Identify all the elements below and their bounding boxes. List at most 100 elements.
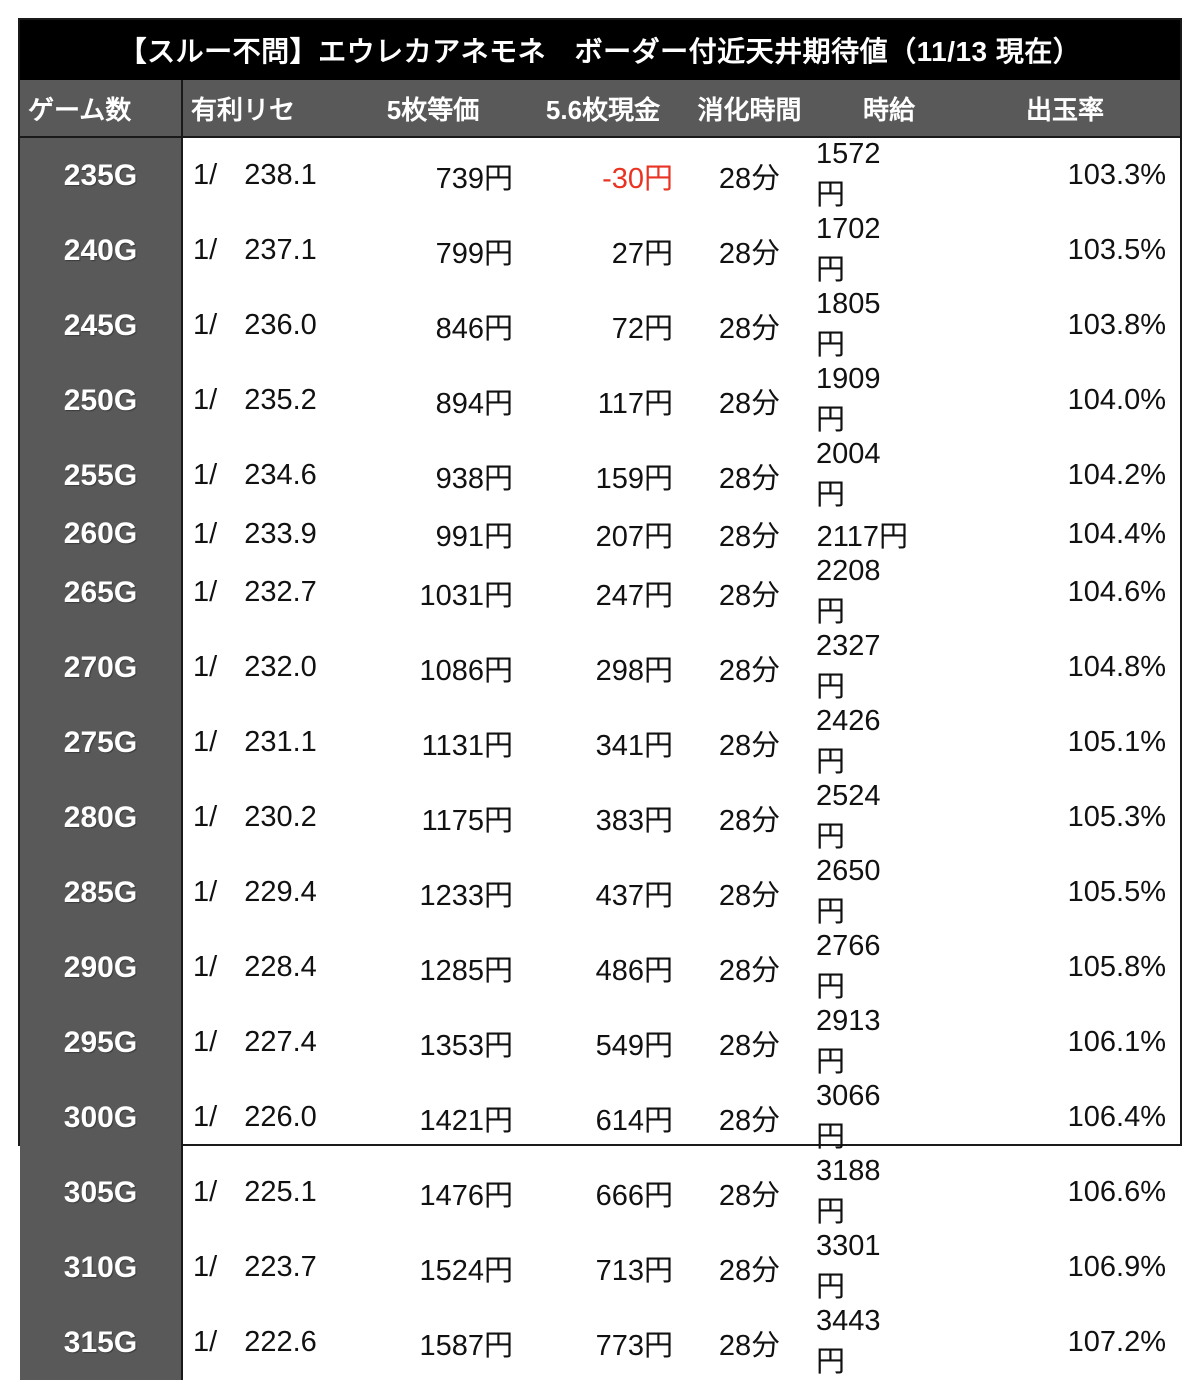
cell-probability: 1/ 232.0 [183,630,343,705]
cell-equal5: 894円 [435,387,513,420]
cell-time: 28分 [718,1029,781,1062]
header-cell-cash56: 5.6枚現金 [545,94,661,125]
cell-equal5: 991円 [435,521,513,553]
table-row: 290G 1/ 228.4 1285円 486円 28分 2766円 105.8… [20,930,1180,1005]
table-row: 310G 1/ 223.7 1524円 713円 28分 3301円 106.9… [20,1230,1180,1305]
cell-time: 28分 [718,804,781,837]
cell-games: 305G [20,1155,183,1230]
cell-time: 28分 [718,462,781,495]
cell-probability: 1/ 230.2 [183,780,343,855]
probability-value: 234.6 [244,459,317,491]
cell-equal5: 1524円 [419,1254,513,1287]
probability-value: 233.9 [244,517,317,550]
cell-time: 28分 [718,1179,781,1212]
cell-games: 280G [20,780,183,855]
probability-prefix: 1/ [193,309,218,341]
cell-equal5: 1421円 [419,1104,513,1137]
probability-prefix: 1/ [193,576,218,608]
probability-value: 231.1 [244,726,317,758]
table-title: 【スルー不問】エウレカアネモネ ボーダー付近天井期待値（11/13 現在） [20,20,1180,80]
cell-games: 295G [20,1005,183,1080]
probability-prefix: 1/ [193,651,218,683]
cell-hourly: 2117円 [816,521,908,553]
header-cell-probability: 有利リセ [191,94,296,125]
header-cell-time: 消化時間 [697,94,802,125]
cell-equal5: 1131円 [421,729,513,762]
cell-hourly: 2650円 [816,855,881,928]
cell-payout: 104.8% [1067,651,1166,683]
table-row: 295G 1/ 227.4 1353円 549円 28分 2913円 106.1… [20,1005,1180,1080]
cell-games: 275G [20,705,183,780]
table-row: 260G 1/ 233.9 991円 207円 28分 2117円 104.4% [20,513,1180,555]
probability-value: 228.4 [244,951,317,983]
cell-probability: 1/ 223.7 [183,1230,343,1305]
probability-value: 232.7 [244,576,317,608]
cell-probability: 1/ 232.7 [183,555,343,630]
cell-probability: 1/ 238.1 [183,138,343,213]
probability-value: 226.0 [244,1101,317,1133]
probability-value: 237.1 [244,234,317,266]
probability-prefix: 1/ [193,726,218,758]
table-row: 240G 1/ 237.1 799円 27円 28分 1702円 103.5% [20,213,1180,288]
cell-time: 28分 [718,521,781,553]
cell-time: 28分 [718,1329,781,1362]
cell-cash56: 159円 [595,462,673,495]
cell-payout: 104.6% [1067,576,1166,608]
cell-games: 235G [20,138,183,213]
cell-probability: 1/ 237.1 [183,213,343,288]
cell-equal5: 1233円 [419,879,513,912]
cell-time: 28分 [718,879,781,912]
table-row: 280G 1/ 230.2 1175円 383円 28分 2524円 105.3… [20,780,1180,855]
cell-cash56: 341円 [595,729,673,762]
cell-cash56: -30円 [602,162,673,195]
cell-payout: 106.4% [1067,1101,1166,1133]
cell-time: 28分 [718,954,781,987]
cell-cash56: 773円 [595,1329,673,1362]
probability-prefix: 1/ [193,951,218,983]
cell-equal5: 799円 [435,237,513,270]
table-row: 250G 1/ 235.2 894円 117円 28分 1909円 104.0% [20,363,1180,438]
probability-value: 222.6 [244,1326,317,1358]
cell-payout: 105.1% [1067,726,1166,758]
cell-hourly: 2766円 [816,930,881,1003]
probability-prefix: 1/ [193,1251,218,1283]
cell-games: 260G [20,513,183,555]
cell-time: 28分 [718,1254,781,1287]
table-row: 235G 1/ 238.1 739円 -30円 28分 1572円 103.3% [20,138,1180,213]
cell-games: 285G [20,855,183,930]
table-row: 270G 1/ 232.0 1086円 298円 28分 2327円 104.8… [20,630,1180,705]
cell-hourly: 2913円 [816,1005,881,1078]
cell-payout: 106.6% [1067,1176,1166,1208]
cell-cash56: 117円 [597,387,673,420]
cell-cash56: 614円 [595,1104,673,1137]
cell-games: 300G [20,1080,183,1155]
cell-probability: 1/ 236.0 [183,288,343,363]
cell-hourly: 2327円 [816,630,881,703]
cell-cash56: 27円 [611,237,673,270]
cell-games: 255G [20,438,183,513]
table-row: 300G 1/ 226.0 1421円 614円 28分 3066円 106.4… [20,1080,1180,1155]
cell-hourly: 3188円 [816,1155,881,1228]
probability-value: 230.2 [244,801,317,833]
cell-games: 270G [20,630,183,705]
cell-equal5: 1353円 [419,1029,513,1062]
table-row: 245G 1/ 236.0 846円 72円 28分 1805円 103.8% [20,288,1180,363]
cell-payout: 105.8% [1067,951,1166,983]
cell-probability: 1/ 229.4 [183,855,343,930]
table-row: 275G 1/ 231.1 1131円 341円 28分 2426円 105.1… [20,705,1180,780]
cell-hourly: 2208円 [816,555,881,628]
cell-hourly: 2524円 [816,780,881,853]
cell-games: 265G [20,555,183,630]
cell-payout: 104.4% [1067,517,1166,550]
cell-time: 28分 [718,1104,781,1137]
cell-games: 310G [20,1230,183,1305]
cell-probability: 1/ 235.2 [183,363,343,438]
table-row: 265G 1/ 232.7 1031円 247円 28分 2208円 104.6… [20,555,1180,630]
cell-time: 28分 [718,729,781,762]
cell-payout: 103.3% [1067,159,1166,191]
cell-games: 250G [20,363,183,438]
cell-payout: 104.2% [1067,459,1166,491]
probability-prefix: 1/ [193,159,218,191]
cell-hourly: 3301円 [816,1230,881,1303]
probability-prefix: 1/ [193,1026,218,1058]
